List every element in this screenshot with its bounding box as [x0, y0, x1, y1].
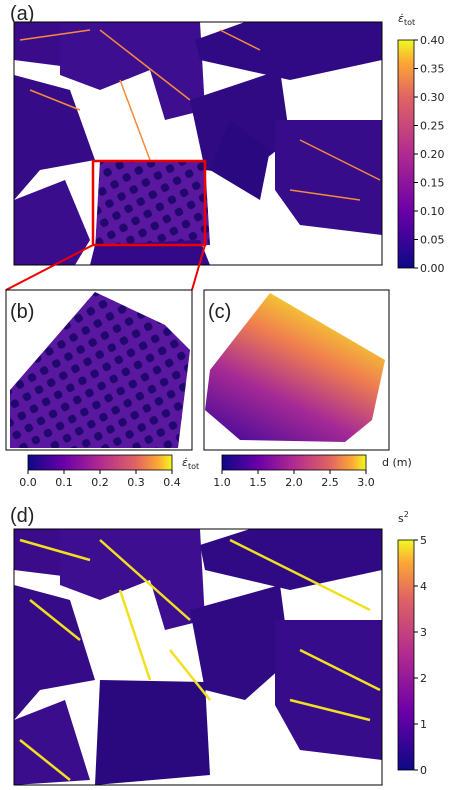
colorbar-tick-label: 0.0	[19, 476, 37, 489]
colorbar-label-text: d (m)	[382, 456, 412, 469]
colorbar-tick-label: 2.5	[321, 476, 339, 489]
colorbar-label: d (m)	[382, 456, 412, 469]
colorbar-tick-label: 0.15	[420, 177, 445, 190]
colorbar-tick-label: 1.5	[249, 476, 267, 489]
colorbar-tick-label: 1	[420, 718, 427, 731]
colorbar-tick-label: 0.4	[163, 476, 181, 489]
colorbar-tick-label: 0.30	[420, 91, 445, 104]
colorbar-tick-label: 1.0	[213, 476, 231, 489]
colorbar-label: ε̇tot	[182, 456, 199, 471]
panel-b-image	[5, 289, 193, 451]
colorbar-tick-label: 2	[420, 672, 427, 685]
colorbar	[221, 454, 367, 471]
colorbar-tick-label: 4	[420, 580, 427, 593]
colorbar-tick-label: 3	[420, 626, 427, 639]
colorbar-label-symbol: ε̇	[398, 12, 404, 25]
panel-label: (d)	[10, 505, 34, 527]
colorbar-label-subscript: tot	[404, 18, 415, 27]
colorbar-tick-label: 0.25	[420, 120, 445, 133]
colorbar	[397, 539, 415, 771]
colorbar-label-symbol: ε̇	[182, 456, 188, 469]
colorbar-label-subscript: tot	[188, 462, 199, 471]
panel-label: (a)	[10, 3, 34, 25]
colorbar-label-superscript: 2	[404, 510, 409, 519]
colorbar-tick-label: 2.0	[285, 476, 303, 489]
colorbar-label: s2	[398, 510, 409, 525]
colorbar-tick-label: 0.10	[420, 205, 445, 218]
colorbar-tick-label: 3.0	[357, 476, 375, 489]
panel-label: (b)	[10, 301, 34, 323]
colorbar-tick-label: 0.40	[420, 34, 445, 47]
colorbar-tick-label: 0.00	[420, 262, 445, 275]
colorbar	[27, 454, 173, 471]
colorbar-tick-label: 0.35	[420, 63, 445, 76]
panel-c-image	[203, 289, 390, 451]
panel-d-image	[13, 528, 383, 786]
panel-label: (c)	[208, 301, 231, 323]
colorbar-tick-label: 0.1	[55, 476, 73, 489]
colorbar-tick-label: 5	[420, 534, 427, 547]
colorbar-tick-label: 0.05	[420, 234, 445, 247]
colorbar-tick-label: 0.3	[127, 476, 145, 489]
colorbar-tick-label: 0.2	[91, 476, 109, 489]
colorbar	[397, 39, 415, 269]
panel-a-image	[5, 21, 383, 291]
colorbar-label-symbol: s	[398, 512, 404, 525]
colorbar-tick-label: 0.20	[420, 148, 445, 161]
colorbar-label: ε̇tot	[398, 12, 415, 27]
colorbar-tick-label: 0	[420, 764, 427, 777]
